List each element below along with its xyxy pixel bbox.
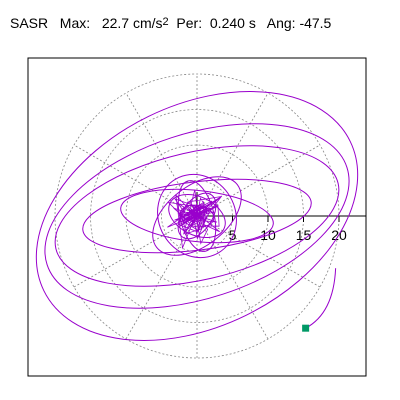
- max-value: 22.7: [101, 15, 130, 31]
- orbit-trace: [54, 145, 340, 287]
- orbit-trace: [177, 180, 217, 252]
- axis-layer: 5 10 15 20: [196, 192, 366, 243]
- period-value: 0.240 s: [209, 15, 256, 31]
- chart-header: SASR Max: 22.7 cm/s2 Per: 0.240 s Ang: -…: [10, 14, 331, 34]
- x-tick-label: 5: [229, 227, 237, 243]
- orbit-trace: [82, 178, 312, 254]
- angle-value: -47.5: [299, 15, 332, 31]
- orbit-trace: [44, 123, 350, 309]
- station-code: SASR: [10, 15, 49, 31]
- particle-trace: [35, 91, 359, 341]
- trace-tail: [305, 268, 337, 329]
- plot-frame: [27, 57, 367, 377]
- orbit-trace: [35, 91, 359, 341]
- orbit-trace: [120, 188, 274, 244]
- end-point-marker: [302, 324, 310, 332]
- end-marker-layer: [302, 324, 310, 332]
- max-unit: cm/s: [132, 15, 163, 31]
- max-label: Max:: [59, 15, 91, 31]
- x-tick-label: 15: [296, 227, 312, 243]
- period-label: Per:: [176, 15, 203, 31]
- max-unit-exponent: 2: [162, 16, 169, 28]
- angle-label: Ang:: [266, 15, 296, 31]
- orbit-trace: [157, 173, 237, 259]
- central-trace: [167, 189, 223, 250]
- orbit-trace: [152, 176, 242, 256]
